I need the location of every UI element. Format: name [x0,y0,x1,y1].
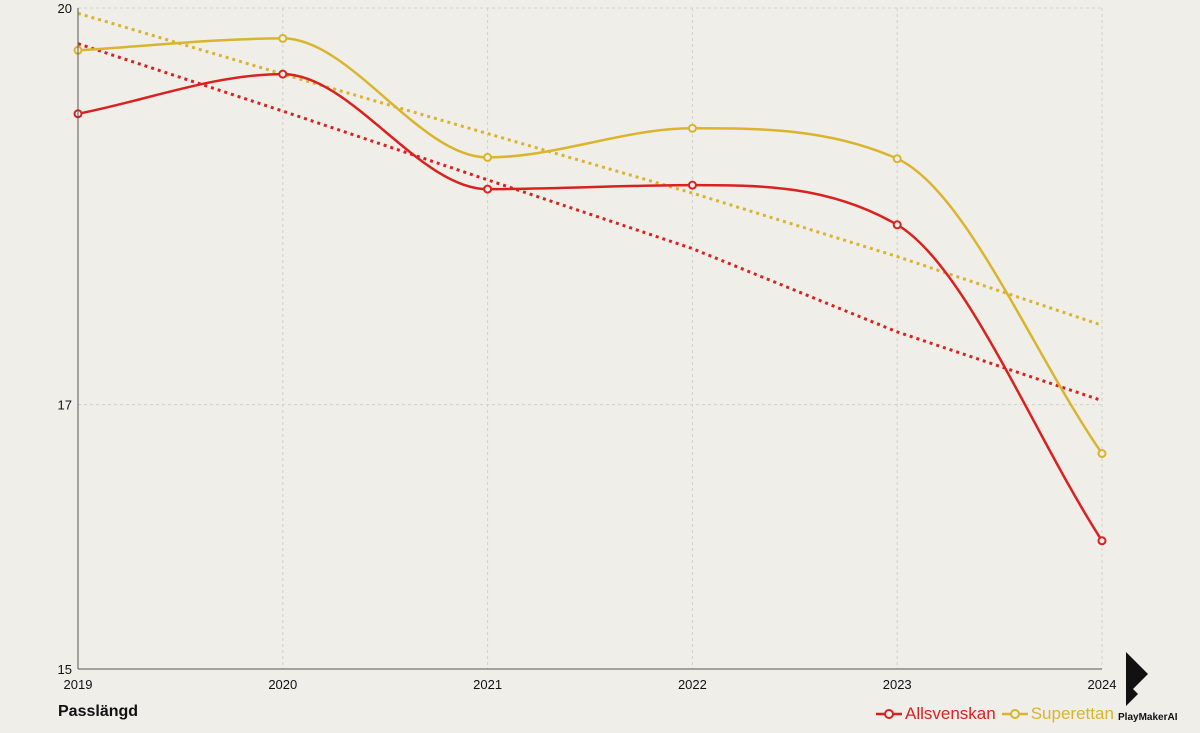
data-point[interactable] [278,33,288,43]
legend-label: Superettan [1030,704,1114,723]
data-point[interactable] [1097,536,1107,546]
grid-layer [77,7,1103,670]
legend: Allsvenskan Superettan [876,704,1120,724]
y-axis-label: Passlängd [58,703,139,720]
playmaker-logo-icon [1126,652,1148,706]
x-tick-label: 2021 [473,677,502,692]
data-point[interactable] [892,220,902,230]
legend-swatch-icon [1001,709,1028,719]
y-tick-label: 15 [58,662,72,677]
x-tick-label: 2023 [883,677,912,692]
data-point[interactable] [483,184,493,194]
y-tick-label: 20 [58,1,72,16]
data-point[interactable] [483,152,493,162]
x-tick-label: 2024 [1088,677,1117,692]
data-point[interactable] [687,123,697,133]
series-layer [73,33,1107,546]
brand-name: PlayMakerAI [1118,712,1178,723]
legend-item-allsvenskan[interactable]: Allsvenskan [876,704,996,724]
legend-item-superettan[interactable]: Superettan [1001,704,1114,724]
y-tick-label: 17 [58,398,72,413]
data-point[interactable] [892,154,902,164]
x-tick-label: 2020 [268,677,297,692]
trend-layer [77,11,1103,403]
trend-line-superettan [77,11,1103,327]
legend-label: Allsvenskan [905,704,996,723]
trend-line-allsvenskan [77,42,1103,403]
series-line-allsvenskan [77,72,1104,542]
series-line-superettan [77,37,1104,455]
data-point[interactable] [687,180,697,190]
data-point[interactable] [1097,449,1107,459]
x-tick-label: 2019 [64,677,93,692]
legend-swatch-icon [876,709,902,719]
axis-layer: 2019 2020 2021 2022 2023 2024 15 17 20 [58,1,1117,692]
x-tick-label: 2022 [678,677,707,692]
data-point[interactable] [278,69,288,79]
